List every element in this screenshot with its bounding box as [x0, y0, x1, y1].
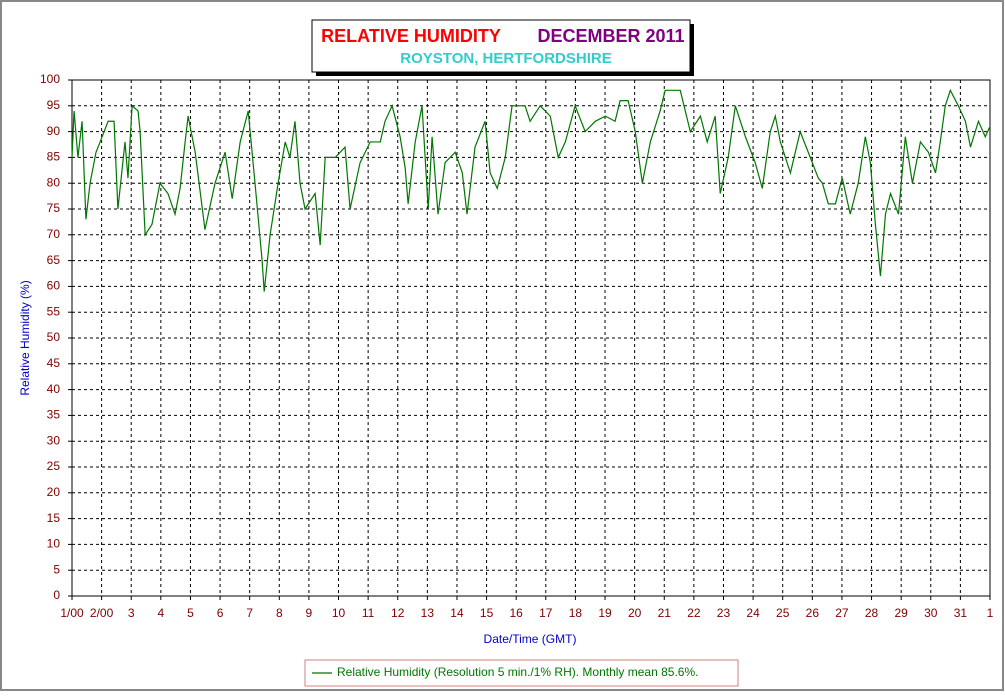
x-tick-label: 10	[332, 606, 346, 620]
y-tick-label: 95	[47, 98, 61, 112]
y-tick-label: 10	[47, 537, 61, 551]
x-tick-label: 14	[450, 606, 464, 620]
y-tick-label: 55	[47, 304, 61, 318]
x-tick-label: 20	[628, 606, 642, 620]
x-tick-label: 17	[539, 606, 553, 620]
chart-title: RELATIVE HUMIDITY	[321, 26, 501, 46]
x-tick-label: 28	[865, 606, 879, 620]
x-tick-label: 3	[128, 606, 135, 620]
x-tick-label: 1	[987, 606, 994, 620]
y-tick-label: 60	[47, 279, 61, 293]
x-tick-label: 26	[806, 606, 820, 620]
x-tick-label: 19	[598, 606, 612, 620]
x-tick-label: 22	[687, 606, 701, 620]
x-tick-label: 2/00	[90, 606, 114, 620]
y-tick-label: 75	[47, 201, 61, 215]
title-box	[311, 19, 691, 73]
x-tick-label: 9	[306, 606, 313, 620]
y-tick-label: 0	[53, 588, 60, 602]
x-tick-label: 18	[569, 606, 583, 620]
x-tick-label: 27	[835, 606, 849, 620]
x-tick-label: 4	[157, 606, 164, 620]
x-tick-label: 8	[276, 606, 283, 620]
x-tick-label: 30	[924, 606, 938, 620]
legend-box	[304, 659, 739, 687]
x-tick-label: 25	[776, 606, 790, 620]
y-axis-label: Relative Humidity (%)	[18, 280, 32, 395]
y-tick-label: 85	[47, 150, 61, 164]
y-tick-label: 40	[47, 382, 61, 396]
x-tick-label: 12	[391, 606, 405, 620]
y-tick-label: 15	[47, 511, 61, 525]
x-tick-label: 5	[187, 606, 194, 620]
y-tick-label: 45	[47, 356, 61, 370]
y-tick-label: 65	[47, 253, 61, 267]
y-tick-label: 90	[47, 124, 61, 138]
x-tick-label: 23	[717, 606, 731, 620]
x-tick-label: 7	[246, 606, 253, 620]
x-tick-label: 21	[658, 606, 672, 620]
y-tick-label: 50	[47, 330, 61, 344]
y-tick-label: 35	[47, 408, 61, 422]
x-tick-label: 6	[217, 606, 224, 620]
x-tick-label: 15	[480, 606, 494, 620]
chart-title-date: DECEMBER 2011	[537, 26, 684, 46]
y-tick-label: 5	[53, 562, 60, 576]
x-tick-label: 31	[954, 606, 968, 620]
y-tick-label: 70	[47, 227, 61, 241]
y-tick-label: 20	[47, 485, 61, 499]
x-tick-label: 16	[510, 606, 524, 620]
y-tick-label: 30	[47, 433, 61, 447]
x-tick-label: 1/00	[60, 606, 84, 620]
x-tick-label: 29	[894, 606, 908, 620]
y-tick-label: 80	[47, 175, 61, 189]
data-line	[71, 88, 991, 292]
plot-area	[71, 79, 991, 597]
y-tick-label: 100	[40, 72, 60, 86]
x-tick-label: 13	[421, 606, 435, 620]
x-tick-label: 11	[362, 606, 375, 620]
x-tick-label: 24	[746, 606, 760, 620]
chart-subtitle: ROYSTON, HERTFORDSHIRE	[400, 50, 611, 67]
y-tick-label: 25	[47, 459, 61, 473]
legend-label: Relative Humidity (Resolution 5 min./1% …	[337, 665, 698, 679]
x-axis-label: Date/Time (GMT)	[484, 632, 577, 646]
